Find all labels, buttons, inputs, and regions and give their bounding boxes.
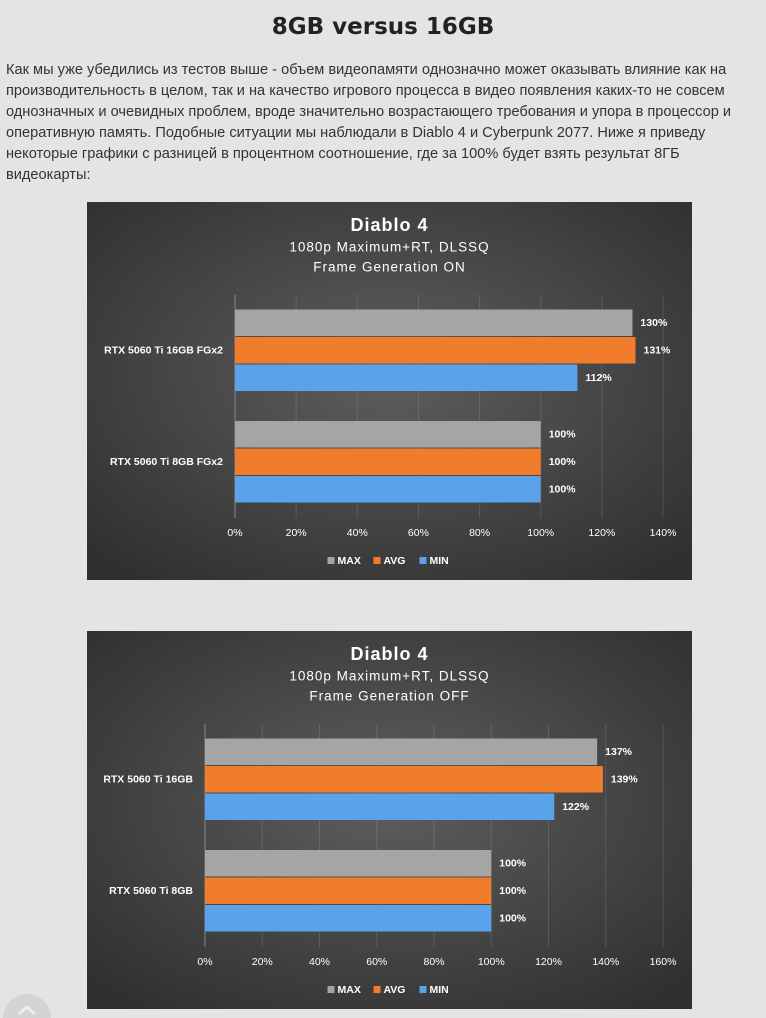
data-label: 139% <box>611 774 639 786</box>
data-label: 137% <box>605 746 633 758</box>
x-tick-label: 140% <box>650 527 677 539</box>
data-label: 100% <box>499 858 527 870</box>
x-tick-label: 80% <box>469 527 490 539</box>
x-tick-label: 100% <box>478 956 505 968</box>
bar <box>235 309 633 336</box>
x-tick-label: 80% <box>423 956 444 968</box>
bar <box>205 738 598 765</box>
chart: Diablo 4 1080p Maximum+RT, DLSSQ Frame Gen… <box>87 202 692 580</box>
legend-swatch <box>373 986 381 993</box>
bar <box>205 765 603 793</box>
data-label: 131% <box>643 345 671 357</box>
legend-swatch <box>327 557 335 564</box>
y-tick-label: RTX 5060 Ti 16GB FGx2 <box>104 345 223 357</box>
x-tick-label: 160% <box>650 956 677 968</box>
chart-subtitle: Frame Generation OFF <box>309 689 469 704</box>
bar <box>235 448 541 476</box>
bar <box>235 364 578 392</box>
x-tick-label: 0% <box>227 527 242 539</box>
chart-title: Diablo 4 <box>350 215 428 235</box>
y-tick-label: RTX 5060 Ti 16GB <box>103 774 193 786</box>
data-label: 100% <box>499 885 527 897</box>
paragraph: Как мы уже убедились из тестов выше - об… <box>6 62 732 183</box>
x-tick-label: 140% <box>592 956 619 968</box>
x-tick-label: 20% <box>286 527 307 539</box>
data-label: 100% <box>549 429 577 441</box>
bar <box>205 849 492 877</box>
bar <box>235 420 541 448</box>
x-tick-label: 20% <box>252 956 273 968</box>
bar <box>205 905 492 932</box>
x-tick-label: 120% <box>535 956 562 968</box>
legend-swatch <box>327 986 335 993</box>
legend-label: AVG <box>384 555 406 567</box>
x-tick-label: 120% <box>588 527 615 539</box>
chart-subtitle: 1080p Maximum+RT, DLSSQ <box>289 240 489 255</box>
scroll-top-button[interactable] <box>0 988 60 1018</box>
bar <box>235 476 541 503</box>
x-tick-label: 0% <box>197 956 212 968</box>
bar <box>205 877 492 905</box>
data-label: 100% <box>549 484 577 496</box>
x-tick-label: 40% <box>309 956 330 968</box>
legend-label: AVG <box>384 984 406 996</box>
legend-label: MIN <box>430 984 449 996</box>
data-label: 100% <box>499 913 527 925</box>
heading: 8GB versus 16GB <box>271 14 495 40</box>
y-tick-label: RTX 5060 Ti 8GB <box>109 885 193 897</box>
y-tick-label: RTX 5060 Ti 8GB FGx2 <box>110 456 223 468</box>
x-tick-label: 60% <box>366 956 387 968</box>
x-tick-label: 100% <box>527 527 554 539</box>
legend-swatch <box>419 557 427 564</box>
data-label: 130% <box>640 317 668 329</box>
legend-label: MIN <box>430 555 449 567</box>
data-label: 112% <box>585 372 612 384</box>
chart-title: Diablo 4 <box>350 644 428 664</box>
legend-label: MAX <box>338 555 361 567</box>
bar <box>235 336 636 364</box>
chart: Diablo 4 1080p Maximum+RT, DLSSQ Frame Gen… <box>87 631 692 1009</box>
chart-subtitle: Frame Generation ON <box>313 260 466 275</box>
legend-swatch <box>373 557 381 564</box>
legend-label: MAX <box>338 984 361 996</box>
data-label: 122% <box>562 801 590 813</box>
data-label: 100% <box>549 456 577 468</box>
chart-subtitle: 1080p Maximum+RT, DLSSQ <box>289 669 489 684</box>
x-tick-label: 40% <box>347 527 368 539</box>
x-tick-label: 60% <box>408 527 429 539</box>
bar <box>205 793 555 821</box>
legend-swatch <box>419 986 427 993</box>
